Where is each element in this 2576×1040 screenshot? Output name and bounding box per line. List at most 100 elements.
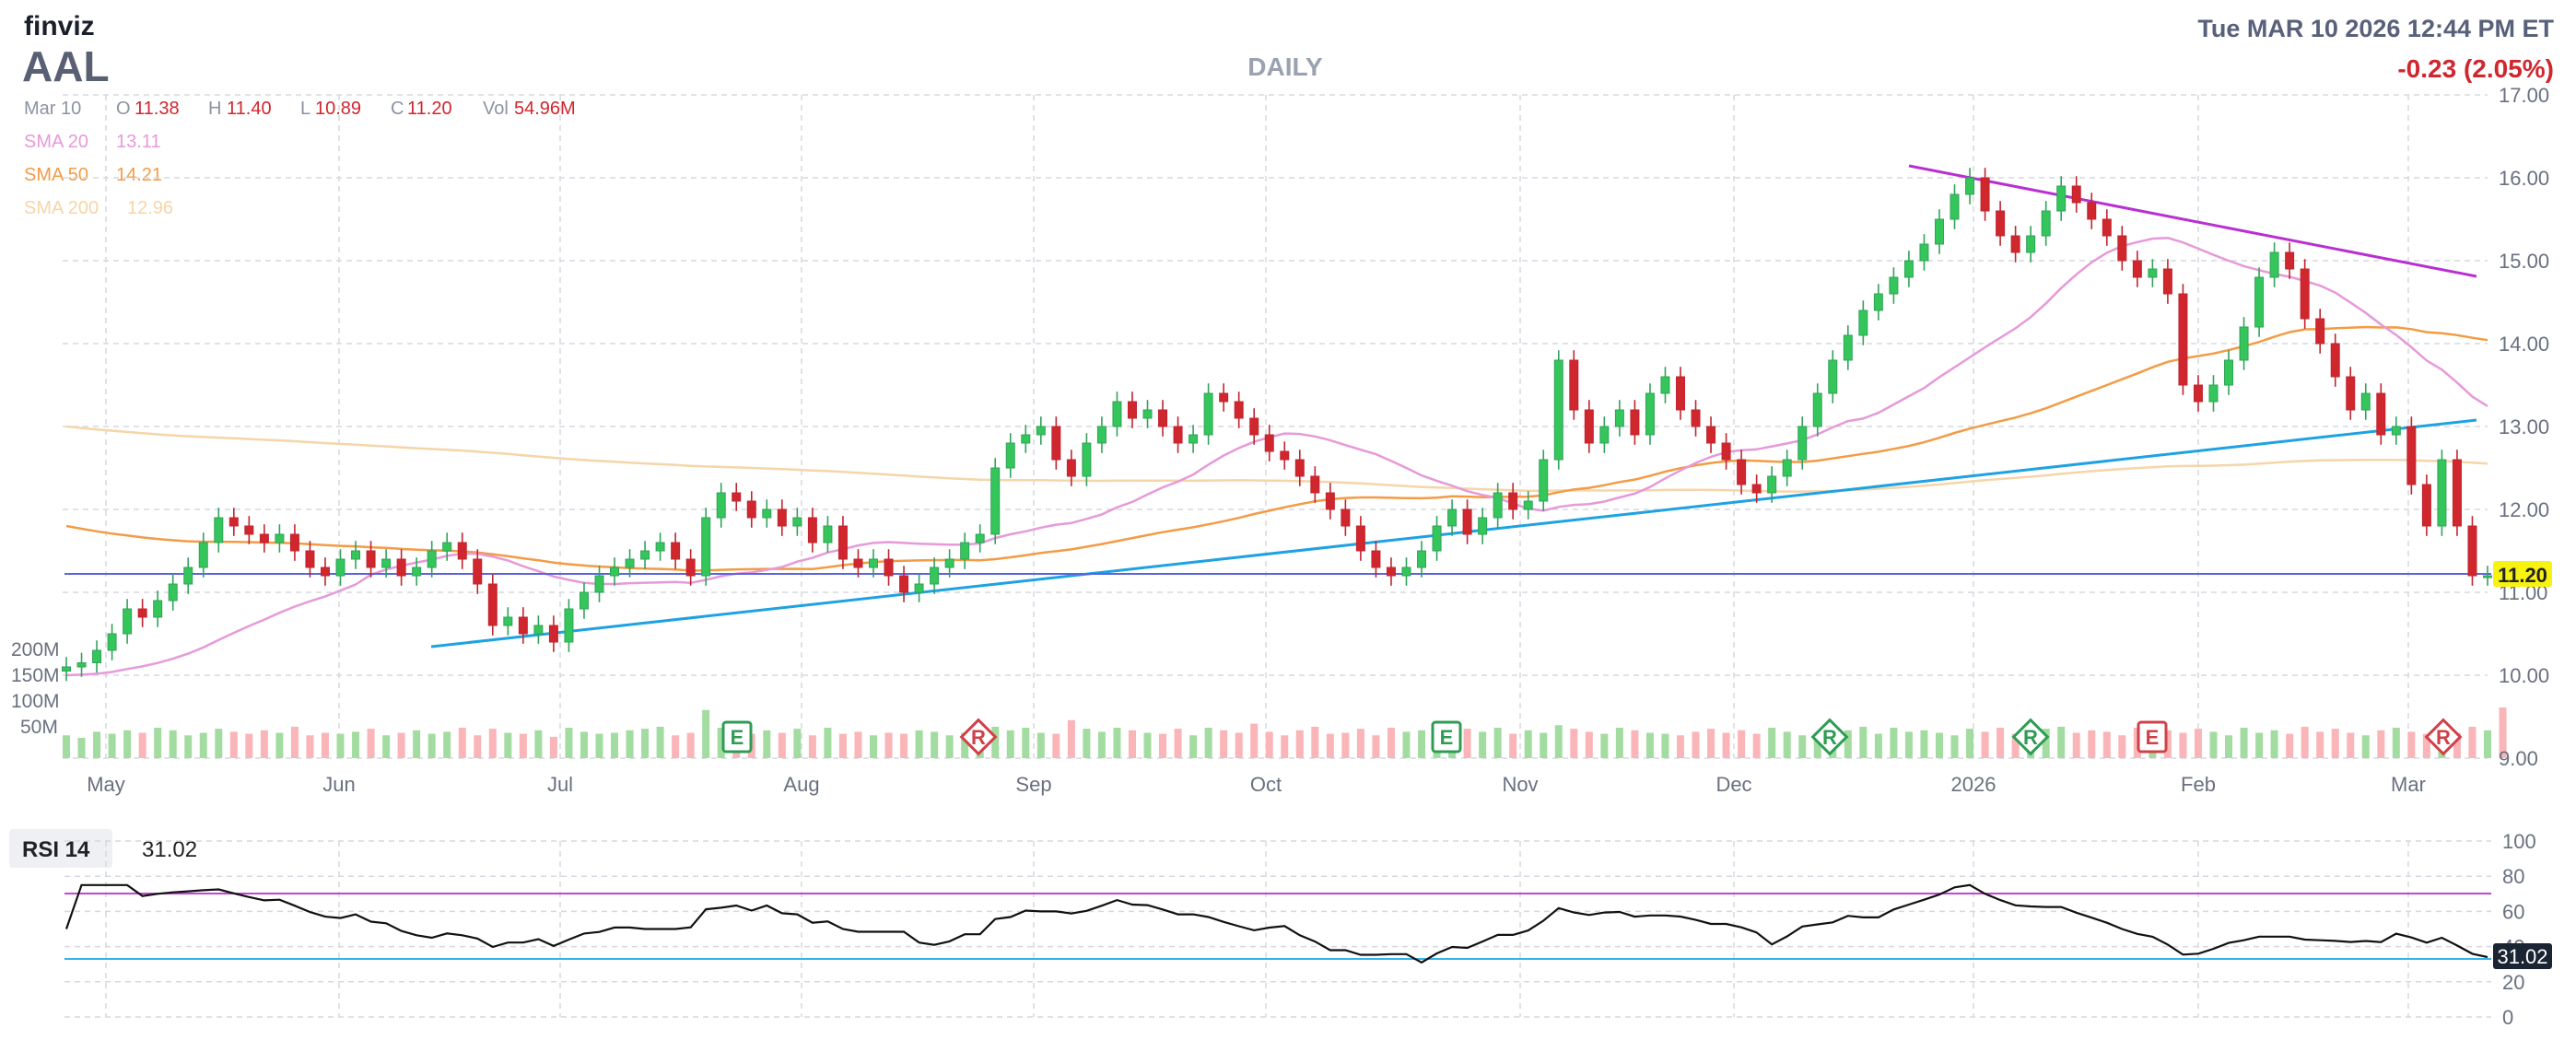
finviz-logo[interactable]: finviz — [24, 11, 95, 41]
volume-bar — [1418, 730, 1426, 758]
candle-body — [792, 517, 802, 527]
volume-bar — [1615, 728, 1623, 758]
volume-bar — [2118, 735, 2126, 758]
candle-body — [1401, 567, 1411, 577]
volume-bar — [1235, 732, 1243, 758]
volume-bar — [2270, 730, 2278, 758]
volume-bar — [1677, 735, 1684, 758]
volume-bar — [884, 732, 893, 758]
candle-body — [716, 492, 726, 519]
volume-bar — [2468, 726, 2476, 758]
candle-body — [914, 583, 924, 593]
candle-body — [1737, 459, 1747, 485]
event-letter: R — [1822, 726, 1837, 749]
candle-body — [503, 616, 513, 626]
sma200-label: SMA 200 — [24, 198, 99, 218]
candle-body — [518, 616, 528, 635]
open-label: O — [116, 99, 131, 119]
candle-body — [2285, 251, 2295, 270]
volume-bar — [1874, 733, 1882, 758]
volume-bar — [1585, 731, 1593, 758]
candle-body — [275, 533, 285, 543]
month-label: Aug — [783, 773, 819, 796]
candle-body — [1188, 434, 1199, 444]
volume-bar — [1311, 726, 1319, 758]
volume-bar — [915, 730, 923, 758]
month-label: Dec — [1715, 773, 1751, 796]
rsi-tick: 80 — [2502, 865, 2524, 888]
candle-body — [1660, 376, 1670, 394]
candlesticks[interactable] — [62, 168, 2492, 682]
event-marker[interactable]: R — [1810, 718, 1849, 756]
candle-body — [381, 558, 392, 568]
candle-body — [1721, 442, 1731, 461]
volume-bar — [565, 728, 573, 758]
volume-bar — [717, 728, 725, 758]
volume-bar — [702, 709, 710, 758]
resistance-trendline[interactable] — [1908, 164, 2477, 278]
candle-body — [2437, 459, 2447, 527]
candle-body — [2026, 235, 2036, 253]
candle-body — [289, 533, 299, 552]
candle-body — [412, 567, 422, 577]
month-label: Jun — [322, 773, 355, 796]
candle-body — [2346, 376, 2356, 411]
event-marker[interactable]: E — [2137, 720, 2168, 754]
volume-bar — [1798, 735, 1807, 758]
candle-body — [685, 558, 696, 577]
candle-body — [1355, 525, 1365, 552]
volume-bar — [1128, 730, 1136, 758]
volume-bar — [534, 730, 543, 758]
volume-bar — [611, 732, 619, 758]
rsi-tick: 20 — [2502, 971, 2524, 994]
rsi-tick: 60 — [2502, 900, 2524, 923]
volume-bar — [154, 728, 162, 758]
candle-body — [214, 517, 224, 543]
volume-bar — [656, 726, 664, 758]
event-marker[interactable]: E — [721, 720, 753, 754]
event-marker[interactable]: E — [1431, 720, 1462, 754]
candle-body — [610, 567, 620, 577]
high-label: H — [208, 99, 221, 119]
month-label: 2026 — [1951, 773, 1996, 796]
event-marker[interactable]: R — [2424, 718, 2463, 756]
candle-body — [640, 550, 650, 560]
volume-bar — [443, 731, 451, 758]
volume-bar — [2255, 732, 2264, 758]
candle-body — [1264, 434, 1274, 452]
event-marker[interactable]: R — [2011, 718, 2050, 756]
volume-bar — [1996, 728, 2005, 758]
volume-bar — [870, 735, 877, 758]
volume-bar — [595, 733, 603, 758]
volume-bar — [626, 730, 634, 758]
volume-bar — [900, 733, 908, 758]
candle-body — [1462, 508, 1472, 535]
candle-body — [1889, 276, 1899, 295]
volume-bar — [1768, 728, 1776, 758]
candle-body — [1173, 426, 1183, 444]
volume-bar — [1463, 729, 1471, 758]
price-tick: 13.00 — [2499, 415, 2549, 438]
volume-bar — [1174, 729, 1182, 758]
volume-bar — [2163, 730, 2172, 758]
volume-bar — [1083, 729, 1091, 758]
volume-bar — [1295, 730, 1304, 758]
event-marker[interactable]: R — [959, 718, 998, 756]
candle-body — [1021, 434, 1031, 444]
support-trendline[interactable] — [430, 418, 2477, 649]
volume-bar — [778, 732, 786, 758]
volume-bar — [672, 735, 680, 758]
candle-body — [1797, 426, 1808, 461]
candle-body — [1082, 442, 1092, 477]
candle-body — [2056, 185, 2067, 212]
sma20-line — [65, 237, 2488, 677]
candle-body — [2178, 293, 2188, 386]
current-price-badge — [2493, 561, 2552, 587]
vol-label: Vol — [483, 99, 509, 119]
candle-body — [671, 542, 681, 560]
volume-bar — [306, 735, 314, 758]
volume-bar — [321, 732, 329, 758]
candle-body — [1614, 409, 1624, 427]
